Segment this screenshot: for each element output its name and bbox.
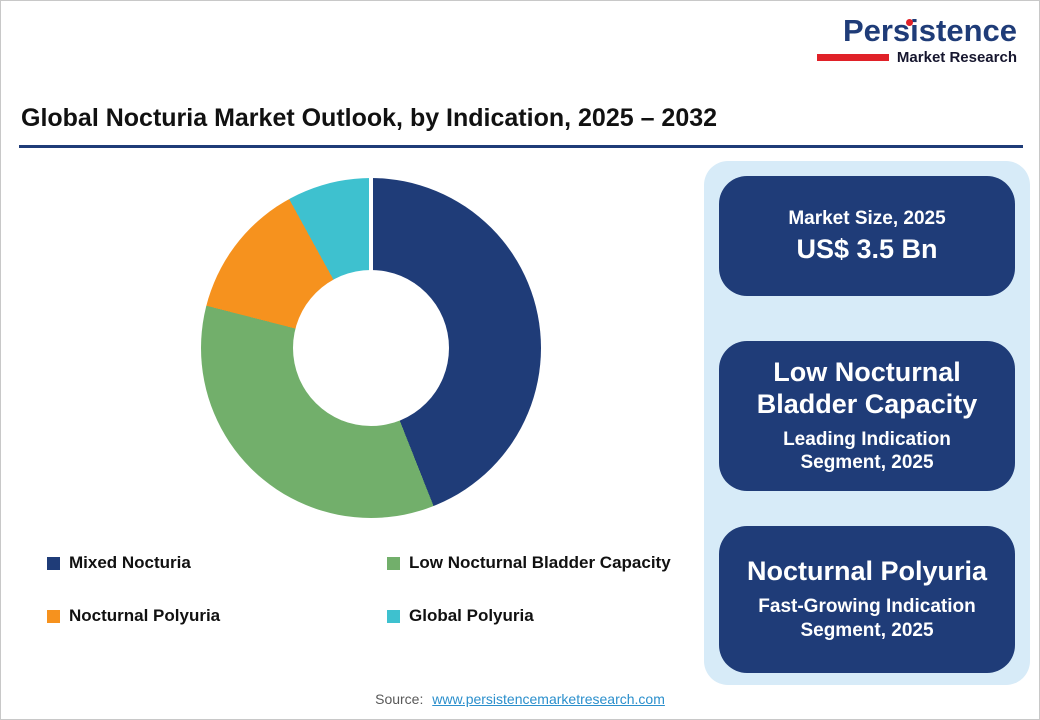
legend-swatch	[387, 609, 400, 623]
source-label: Source:	[375, 691, 424, 707]
source-footer: Source: www.persistencemarketresearch.co…	[1, 691, 1039, 707]
legend-swatch	[47, 609, 60, 623]
chart-legend: Mixed Nocturia Low Nocturnal Bladder Cap…	[47, 553, 697, 626]
brand-name: Persistence	[842, 13, 1017, 48]
fast-growing-segment-heading: Nocturnal Polyuria	[746, 556, 988, 587]
legend-label: Nocturnal Polyuria	[69, 606, 221, 625]
legend-swatch	[387, 556, 400, 570]
legend-label: Mixed Nocturia	[69, 553, 191, 572]
market-size-card: Market Size, 2025 US$ 3.5 Bn	[719, 176, 1015, 296]
brand-i-dot-icon	[905, 19, 913, 26]
brand-red-bar	[816, 53, 889, 61]
legend-label: Low Nocturnal Bladder Capacity	[409, 553, 671, 572]
leading-segment-subtitle: Leading Indication Segment, 2025	[783, 428, 951, 474]
leading-segment-heading: Low Nocturnal Bladder Capacity	[756, 356, 978, 419]
title-underline	[19, 145, 1023, 148]
brand-logo: Persistence Market Research	[802, 13, 1017, 66]
leading-segment-card: Low Nocturnal Bladder Capacity Leading I…	[719, 341, 1015, 491]
highlights-panel: Market Size, 2025 US$ 3.5 Bn Low Nocturn…	[704, 161, 1030, 685]
brand-tagline-text: Market Research	[896, 48, 1017, 66]
page-title: Global Nocturia Market Outlook, by Indic…	[21, 104, 718, 132]
donut-top-divider	[369, 177, 373, 273]
source-link[interactable]: www.persistencemarketresearch.com	[432, 691, 665, 707]
donut-chart	[201, 177, 541, 518]
brand-name-text: Persistence	[842, 13, 1017, 48]
legend-swatch	[47, 556, 60, 570]
legend-label: Global Polyuria	[409, 606, 534, 625]
legend-item-global-polyuria: Global Polyuria	[387, 606, 697, 626]
donut-hole	[293, 270, 449, 426]
legend-item-low-nocturnal-bladder-capacity: Low Nocturnal Bladder Capacity	[387, 553, 697, 573]
legend-item-nocturnal-polyuria: Nocturnal Polyuria	[47, 606, 387, 626]
fast-growing-segment-subtitle: Fast-Growing Indication Segment, 2025	[758, 596, 976, 641]
market-size-label: Market Size, 2025	[788, 207, 946, 229]
market-size-value: US$ 3.5 Bn	[796, 233, 938, 264]
fast-growing-segment-card: Nocturnal Polyuria Fast-Growing Indicati…	[719, 526, 1015, 673]
legend-item-mixed-nocturia: Mixed Nocturia	[47, 553, 387, 573]
brand-tagline-row: Market Research	[802, 49, 1017, 66]
